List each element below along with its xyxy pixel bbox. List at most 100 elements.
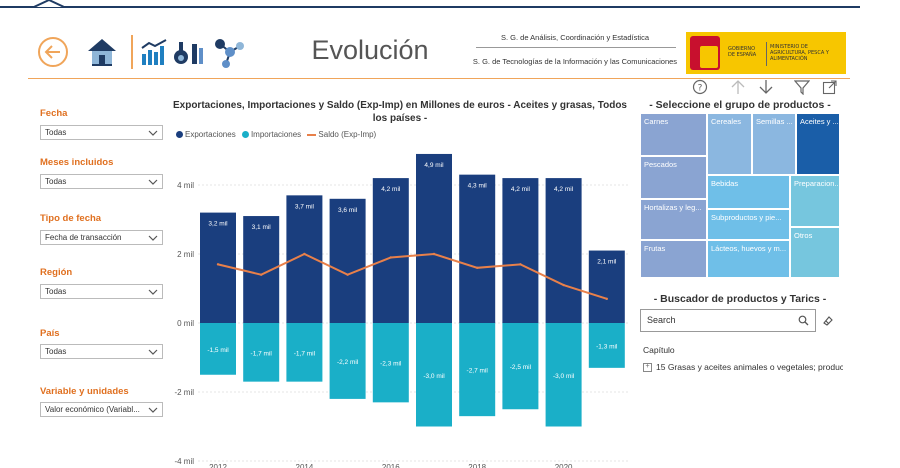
- saldo-point: [346, 273, 349, 276]
- bar-importaciones[interactable]: [286, 323, 323, 382]
- header-underline: [28, 78, 850, 79]
- expand-icon[interactable]: [822, 79, 838, 95]
- x-tick-label: 2016: [382, 463, 400, 468]
- arrow-down-icon[interactable]: [758, 79, 774, 95]
- data-label-exportaciones: 4,2 mil: [511, 186, 531, 193]
- bar-importaciones[interactable]: [459, 323, 496, 417]
- filter-pais-value: Todas: [45, 347, 67, 356]
- bar-importaciones[interactable]: [243, 323, 280, 382]
- data-label-importaciones: -1,7 mil: [251, 350, 273, 357]
- data-label-importaciones: -1,5 mil: [207, 347, 229, 354]
- saldo-point: [519, 263, 522, 266]
- arrow-up-icon[interactable]: [730, 79, 746, 95]
- x-tick-label: 2018: [468, 463, 486, 468]
- saldo-point: [476, 266, 479, 269]
- filter-meses-select[interactable]: Todas: [40, 174, 163, 189]
- y-tick-label: -4 mil: [174, 457, 194, 466]
- treemap-tile[interactable]: Preparacion...: [790, 175, 840, 227]
- data-label-importaciones: -2,5 mil: [510, 364, 532, 371]
- treemap-tile[interactable]: Frutas: [640, 240, 707, 278]
- filter-pais-label: País: [40, 328, 60, 339]
- bar-exportaciones[interactable]: [588, 250, 625, 323]
- bar-importaciones[interactable]: [502, 323, 539, 410]
- legend-exportaciones-label[interactable]: Exportaciones: [185, 130, 236, 140]
- saldo-point: [216, 263, 220, 266]
- logo-divider: [766, 42, 767, 66]
- y-tick-label: -2 mil: [174, 388, 194, 397]
- filter-meses-value: Todas: [45, 177, 67, 186]
- bar-exportaciones[interactable]: [329, 198, 366, 323]
- bar-importaciones[interactable]: [588, 323, 625, 368]
- chevron-down-icon: [148, 407, 158, 413]
- help-icon[interactable]: ?: [692, 79, 708, 95]
- filter-pais-select[interactable]: Todas: [40, 344, 163, 359]
- legend-saldo-label[interactable]: Saldo (Exp-Imp): [318, 130, 377, 140]
- chart-legend: Exportaciones Importaciones Saldo (Exp-I…: [176, 130, 376, 139]
- chevron-down-icon: [148, 289, 158, 295]
- treemap-tile[interactable]: Aceites y ...: [796, 113, 840, 175]
- chevron-down-icon: [148, 235, 158, 241]
- bar-importaciones[interactable]: [545, 323, 582, 427]
- bar-exportaciones[interactable]: [545, 178, 582, 323]
- data-label-importaciones: -3,0 mil: [553, 373, 575, 380]
- sg-divider: [476, 47, 676, 48]
- filter-fecha-select[interactable]: Todas: [40, 125, 163, 140]
- saldo-point: [303, 252, 306, 256]
- data-label-exportaciones: 3,2 mil: [208, 221, 228, 228]
- back-button[interactable]: [38, 37, 68, 67]
- bar-exportaciones[interactable]: [459, 174, 496, 323]
- filter-variable-value: Valor económico (Variabl...: [45, 405, 140, 414]
- chart-title: Exportaciones, Importaciones y Saldo (Ex…: [172, 100, 627, 124]
- filter-tipo-fecha-label: Tipo de fecha: [40, 213, 102, 224]
- treemap-tile[interactable]: Otros: [790, 227, 840, 278]
- treemap-tile[interactable]: Pescados: [640, 156, 707, 199]
- saldo-point: [605, 297, 608, 301]
- treemap-tile[interactable]: Lácteos, huevos y m...: [707, 240, 790, 278]
- filter-region-label: Región: [40, 267, 73, 278]
- capitulo-item-label: 15 Grasas y aceites animales o vegetales…: [656, 362, 843, 372]
- bar-exportaciones[interactable]: [416, 153, 452, 323]
- flask-icon[interactable]: [172, 38, 206, 66]
- data-label-importaciones: -2,2 mil: [337, 359, 359, 366]
- x-tick-label: 2012: [209, 463, 227, 468]
- x-tick-label: 2020: [555, 463, 573, 468]
- bar-exportaciones[interactable]: [502, 178, 539, 323]
- data-label-exportaciones: 3,6 mil: [338, 207, 358, 214]
- data-label-exportaciones: 3,7 mil: [295, 203, 315, 210]
- expand-plus-icon[interactable]: +: [643, 363, 652, 373]
- treemap-tile[interactable]: Subproductos y pie...: [707, 209, 790, 240]
- treemap-tile[interactable]: Cereales: [707, 113, 752, 175]
- bar-exportaciones[interactable]: [372, 178, 409, 323]
- header-separator: [131, 35, 133, 69]
- filter-icon[interactable]: [794, 79, 810, 95]
- bar-importaciones[interactable]: [416, 323, 452, 427]
- treemap-tile[interactable]: Hortalizas y leg...: [640, 199, 707, 240]
- legend-exportaciones-swatch: [176, 131, 183, 139]
- bar-importaciones[interactable]: [200, 323, 236, 375]
- filter-region-select[interactable]: Todas: [40, 284, 163, 299]
- bar-importaciones[interactable]: [372, 323, 409, 403]
- saldo-point: [260, 273, 263, 276]
- legend-importaciones-label[interactable]: Importaciones: [250, 130, 302, 140]
- coat-of-arms-icon: [690, 36, 720, 70]
- chevron-down-icon: [148, 349, 158, 355]
- data-label-importaciones: -1,3 mil: [596, 343, 618, 350]
- filter-tipo-fecha-select[interactable]: Fecha de transacción: [40, 230, 163, 245]
- filter-variable-select[interactable]: Valor económico (Variabl...: [40, 402, 163, 417]
- bar-chart-icon[interactable]: [140, 38, 170, 66]
- sg-tecnologias-text: S. G. de Tecnologías de la Información y…: [472, 57, 678, 66]
- eraser-icon[interactable]: [822, 314, 834, 326]
- treemap-tile[interactable]: Carnes: [640, 113, 707, 156]
- filter-variable-label: Variable y unidades: [40, 386, 129, 397]
- treemap-tile[interactable]: Bebidas: [707, 175, 790, 209]
- molecule-icon[interactable]: [212, 36, 246, 68]
- y-tick-label: 2 mil: [177, 250, 194, 259]
- bar-chart: 4 mil 2 mil 0 mil -2 mil -4 mil 3,2 mil -1,5 m…: [174, 153, 630, 468]
- y-tick-label: 4 mil: [177, 181, 194, 190]
- capitulo-item[interactable]: +15 Grasas y aceites animales o vegetale…: [643, 362, 843, 373]
- home-icon[interactable]: [86, 37, 118, 67]
- search-input[interactable]: Search: [640, 309, 816, 332]
- treemap-tile[interactable]: Semillas ...: [752, 113, 796, 175]
- bar-importaciones[interactable]: [329, 323, 366, 399]
- filter-tipo-fecha-value: Fecha de transacción: [45, 233, 122, 242]
